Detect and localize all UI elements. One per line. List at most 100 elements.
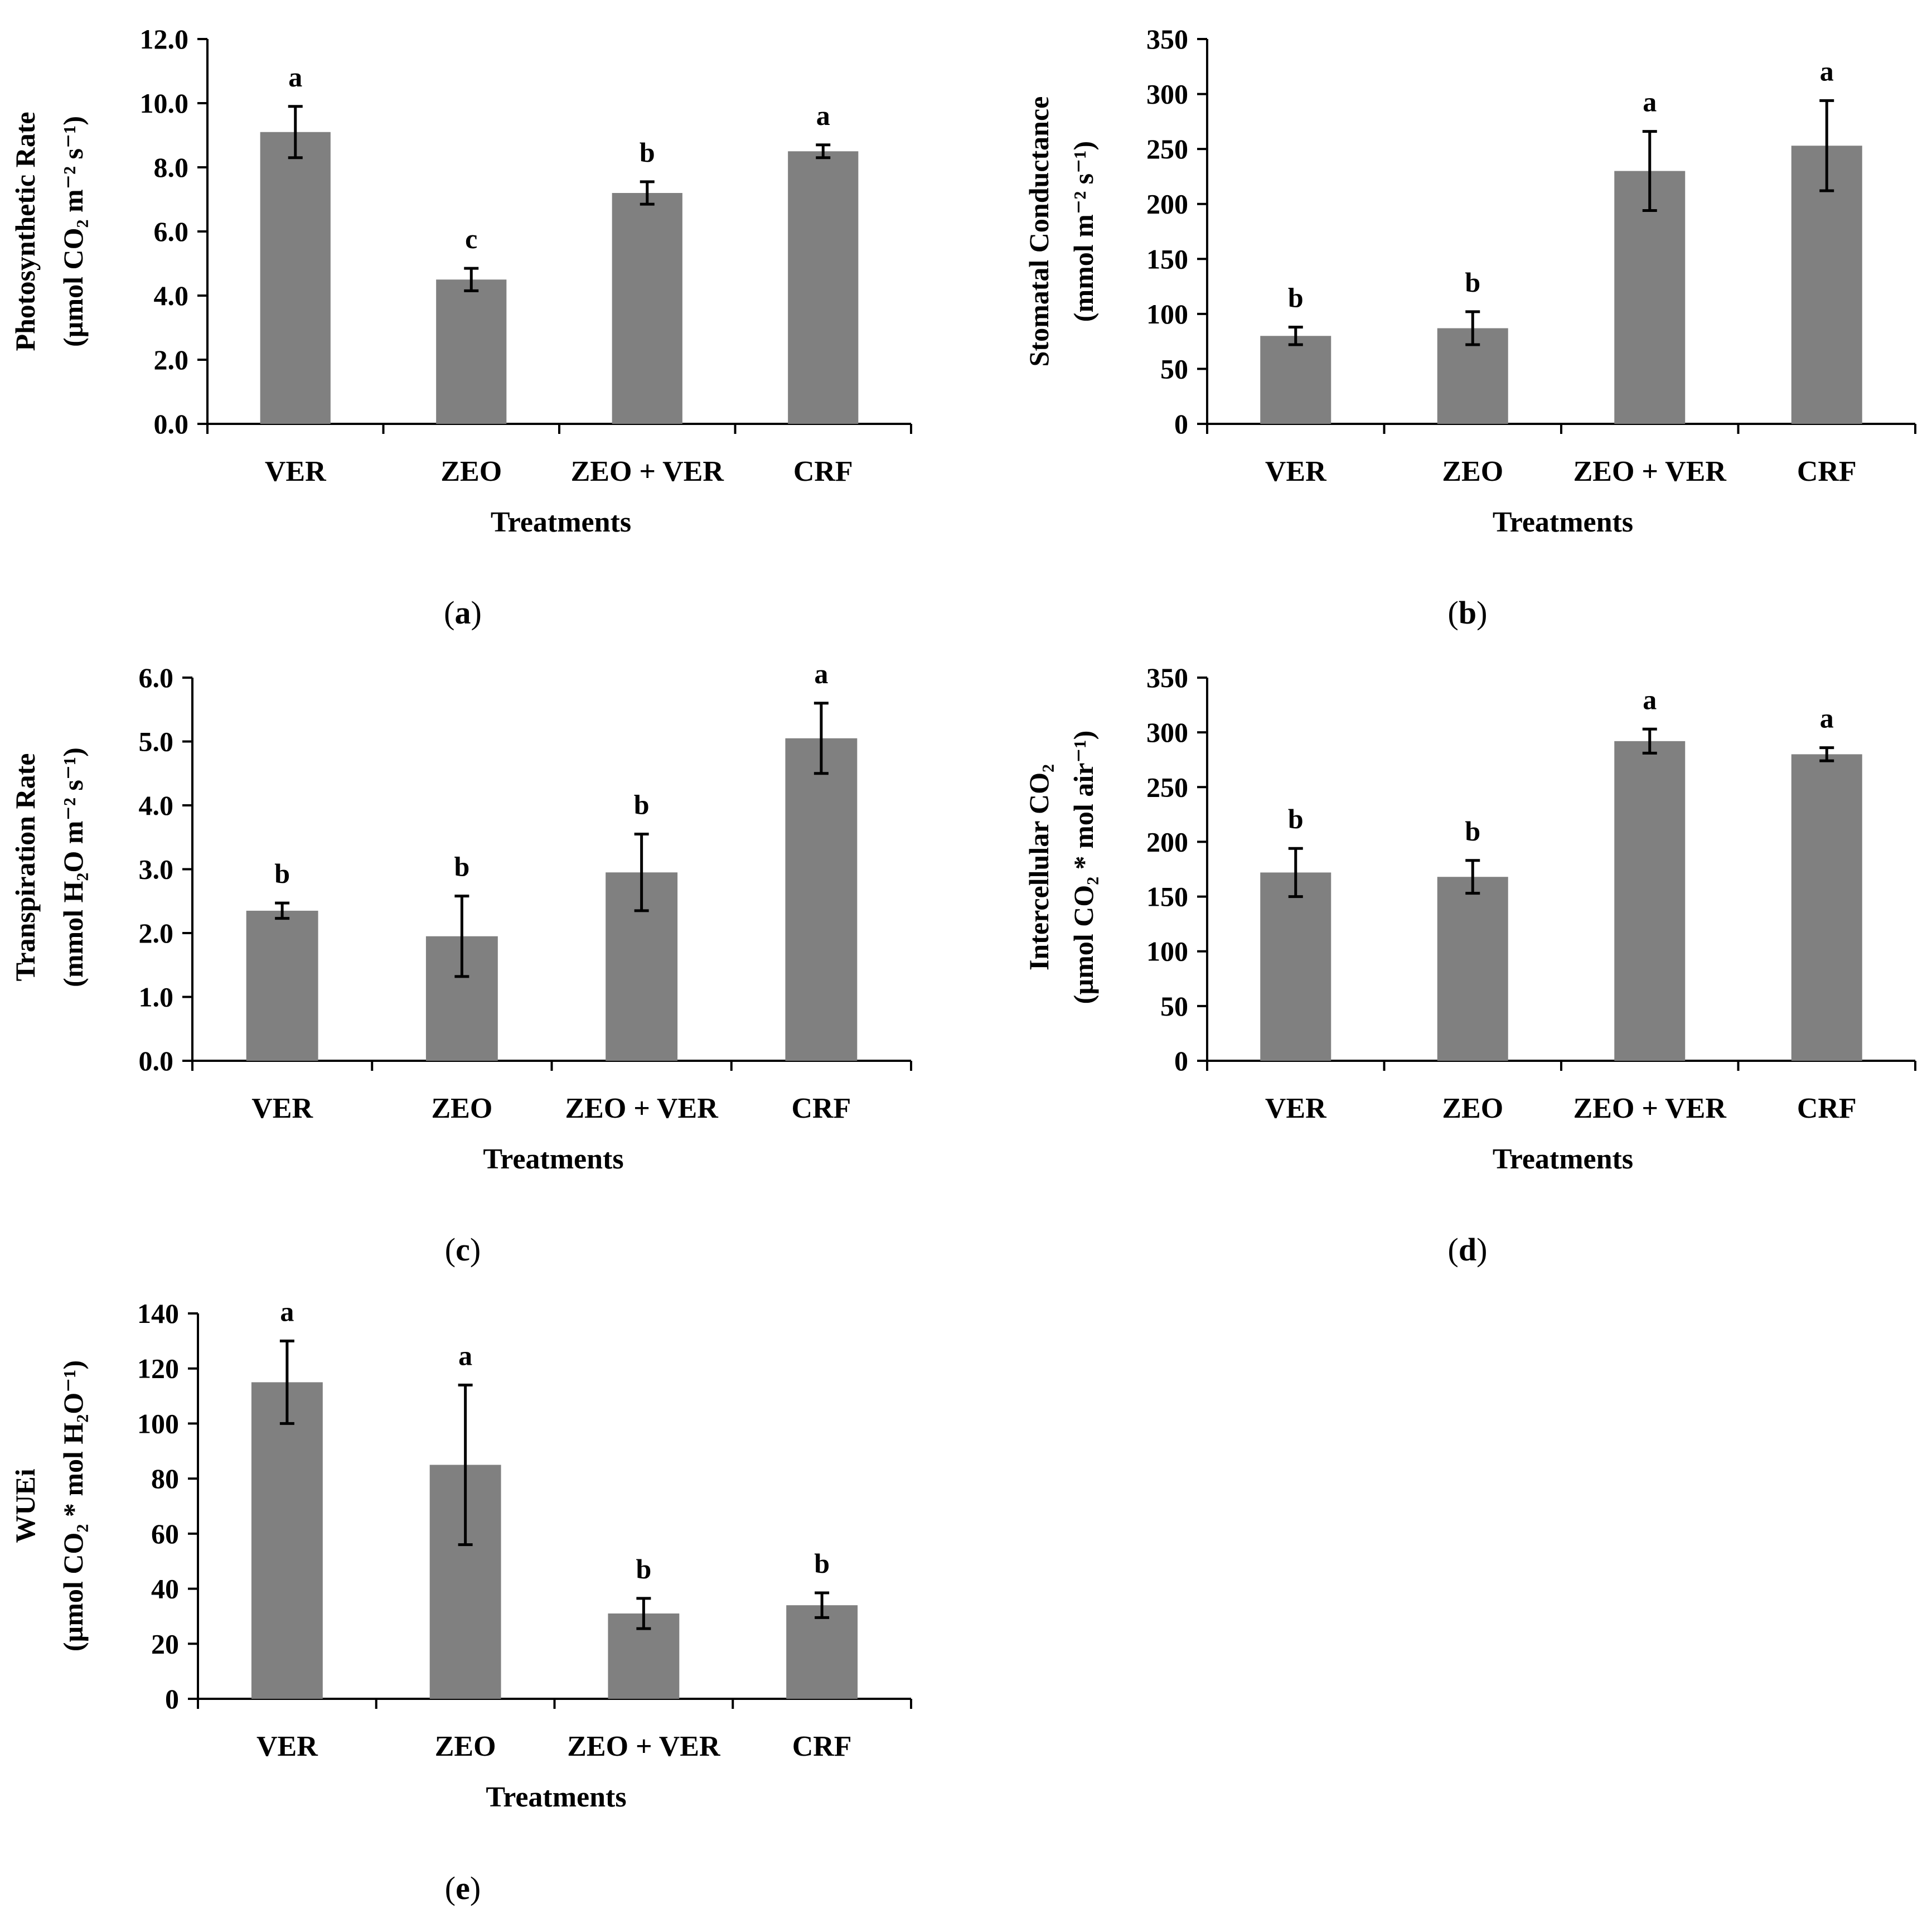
category-label: ZEO + VER [1573,456,1727,487]
y-tick-label: 8.0 [154,152,189,183]
category-label: VER [265,456,327,487]
y-tick-label: 50 [1160,991,1188,1022]
bar-zeo [1437,877,1508,1061]
y-tick-label: 100 [1146,298,1188,330]
significance-letter: b [1465,815,1480,847]
significance-letter: b [1288,282,1304,313]
y-tick-label: 1.0 [139,982,174,1013]
bar-zeo [436,279,507,424]
y-tick-label: 100 [1146,936,1188,967]
significance-letter: c [465,223,477,254]
y-tick-label: 80 [151,1463,179,1494]
chart-panel-d: 0 50 100 150 200 250 300 350 b VER b ZEO a ZEO + VER a… [1023,662,1916,1268]
significance-letter: a [1820,55,1834,86]
significance-letter: a [1643,684,1657,715]
x-axis-title: Treatments [483,1143,623,1175]
y-tick-label: 10.0 [140,88,189,119]
y-axis-title: Photosynthetic Rate [9,112,41,351]
panel-label: (b) [1448,595,1488,631]
bar-crf [785,738,858,1061]
y-tick-label: 3.0 [139,854,174,885]
significance-letter: b [454,851,469,882]
y-axis-units: (mmol H₂O m⁻² s⁻¹) [57,747,89,987]
y-tick-label: 140 [137,1298,179,1329]
significance-letter: a [458,1340,472,1371]
y-tick-label: 100 [137,1408,179,1439]
y-axis-units: (µmol CO₂ * mol H₂O⁻¹) [57,1360,89,1651]
y-tick-label: 4.0 [139,790,174,821]
y-tick-label: 250 [1146,771,1188,803]
chart-panel-b: 0 50 100 150 200 250 300 350 b VER b ZEO a ZEO + VER a… [1023,23,1916,631]
bar-zeo-ver [1614,171,1686,424]
y-tick-label: 60 [151,1518,179,1549]
y-axis-units: (µmol CO₂ m⁻² s⁻¹) [57,116,89,347]
panel-label: (c) [445,1231,481,1268]
significance-letter: a [814,658,828,689]
category-label: VER [251,1093,313,1124]
bar-zeo-ver [612,193,682,424]
significance-letter: a [1820,703,1834,734]
significance-letter: b [1288,803,1304,834]
significance-letter: a [816,100,830,131]
chart-panel-a: 0.0 2.0 4.0 6.0 8.0 10.0 12.0 a VER c ZEO b ZEO + VE… [9,23,912,631]
y-tick-label: 5.0 [139,726,174,757]
chart-panel-c: 0.0 1.0 2.0 3.0 4.0 5.0 6.0 b VER b ZEO b ZEO + VER a… [9,658,912,1268]
y-tick-label: 150 [1146,881,1188,912]
bar-crf [1791,754,1862,1061]
category-label: ZEO + VER [571,456,725,487]
y-tick-label: 200 [1146,189,1188,220]
significance-letter: b [1465,267,1480,298]
panel-label: (a) [444,595,482,631]
y-tick-label: 300 [1146,79,1188,110]
y-tick-label: 6.0 [154,216,189,247]
panel-label: (d) [1448,1231,1488,1268]
x-axis-title: Treatments [1493,1143,1633,1175]
bar-ver [1260,872,1331,1061]
y-tick-label: 0 [1174,1045,1188,1076]
bar-ver [260,132,331,424]
y-tick-label: 150 [1146,243,1188,274]
y-tick-label: 2.0 [139,917,174,949]
significance-letter: b [636,1553,651,1584]
y-tick-label: 0 [1174,408,1188,439]
bar-crf [788,151,859,424]
y-tick-label: 350 [1146,662,1188,693]
category-label: ZEO [440,456,502,487]
category-label: ZEO + VER [1573,1093,1727,1124]
panel-label: (e) [445,1870,481,1906]
category-label: CRF [1797,456,1857,487]
y-axis-units: (µmol CO₂ * mol air⁻¹) [1068,731,1099,1004]
y-axis-units: (mmol m⁻² s⁻¹) [1068,141,1099,322]
bar-crf [786,1605,858,1699]
significance-letter: b [274,858,290,889]
y-axis-title: Intercellular CO₂ [1023,764,1054,970]
category-label: ZEO [435,1731,496,1762]
category-label: ZEO [1442,456,1503,487]
category-label: ZEO + VER [567,1731,721,1762]
y-tick-label: 0.0 [154,408,189,439]
significance-letter: a [288,61,302,93]
y-tick-label: 250 [1146,133,1188,165]
y-tick-label: 6.0 [139,662,174,693]
y-tick-label: 120 [137,1353,179,1384]
y-tick-label: 50 [1160,353,1188,384]
category-label: ZEO [1442,1093,1503,1124]
category-label: ZEO + VER [565,1093,719,1124]
bar-ver [1260,336,1331,424]
y-tick-label: 350 [1146,23,1188,55]
significance-letter: b [814,1548,830,1579]
y-tick-label: 2.0 [154,344,189,375]
category-label: VER [1265,1093,1327,1124]
category-label: CRF [793,456,853,487]
category-label: CRF [792,1731,852,1762]
bar-zeo-ver [1614,741,1686,1061]
bar-ver [251,1382,323,1699]
x-axis-title: Treatments [1493,506,1633,538]
x-axis-title: Treatments [486,1781,626,1813]
significance-letter: b [640,137,655,168]
category-label: VER [256,1731,318,1762]
significance-letter: b [634,789,650,820]
significance-letter: a [280,1296,294,1327]
y-tick-label: 40 [151,1573,179,1605]
